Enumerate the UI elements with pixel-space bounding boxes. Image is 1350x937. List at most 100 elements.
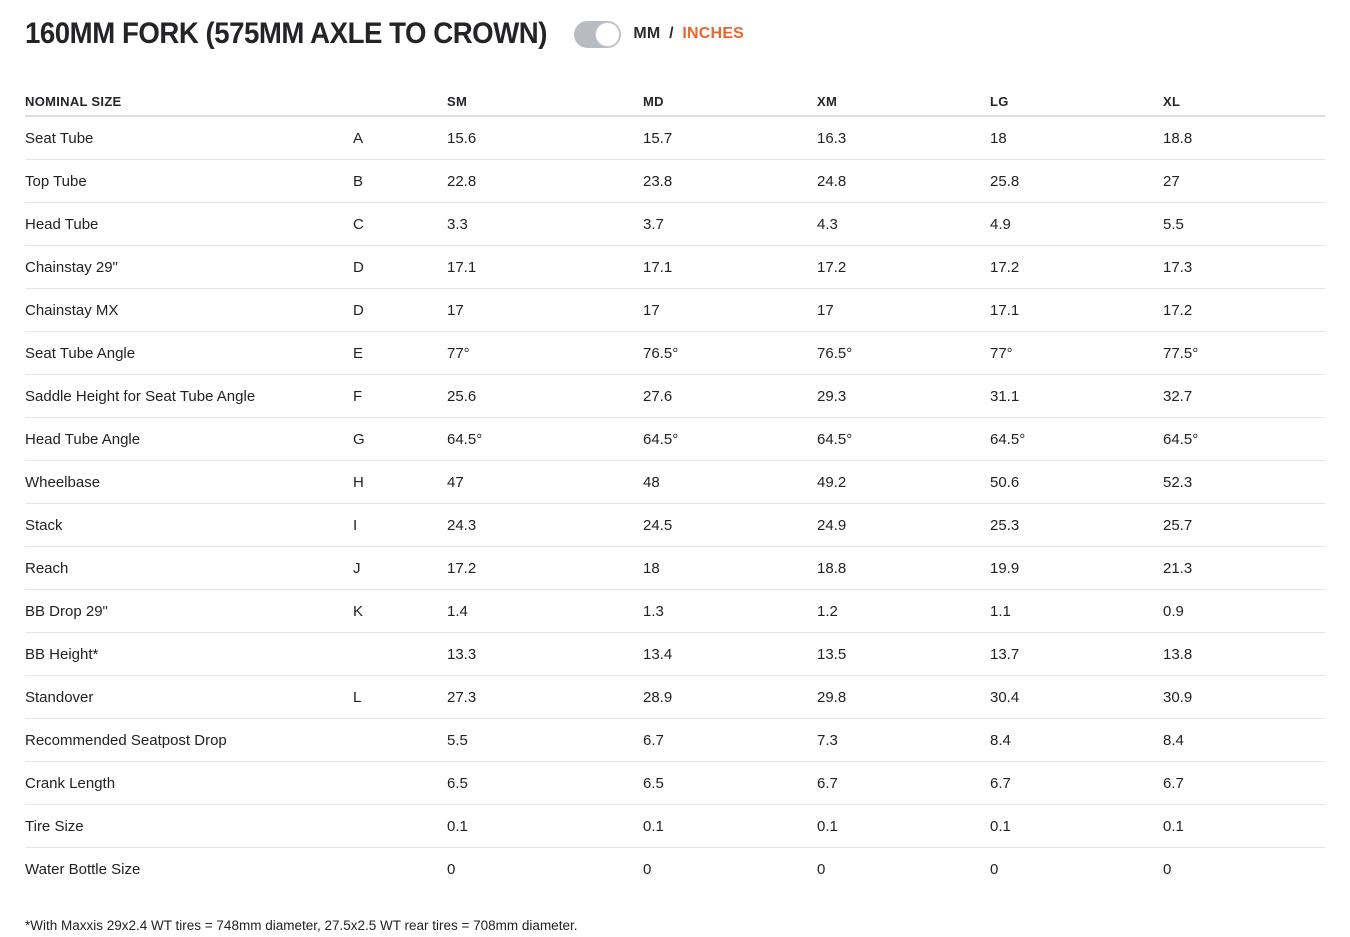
row-label: Seat Tube Angle bbox=[25, 344, 136, 362]
row-letter: H bbox=[353, 473, 364, 491]
row-value-sm: 5.5 bbox=[447, 731, 468, 749]
row-value-lg: 25.3 bbox=[990, 516, 1020, 534]
column-header-xm: XM bbox=[817, 93, 838, 109]
row-label: Reach bbox=[25, 559, 69, 577]
table-row: Head Tube C 3.3 3.7 4.3 4.9 5.5 bbox=[25, 203, 1325, 246]
column-header-sm: SM bbox=[447, 93, 468, 109]
table-row: Head Tube Angle G 64.5° 64.5° 64.5° 64.5… bbox=[25, 418, 1325, 461]
row-value-md: 6.5 bbox=[643, 774, 664, 792]
row-value-lg: 77° bbox=[990, 344, 1013, 362]
unit-labels: MM / INCHES bbox=[633, 25, 744, 43]
table-row: Saddle Height for Seat Tube Angle F 25.6… bbox=[25, 375, 1325, 418]
row-value-xm: 76.5° bbox=[817, 344, 853, 362]
table-row: Chainstay 29" D 17.1 17.1 17.2 17.2 17.3 bbox=[25, 246, 1325, 289]
row-value-xl: 0.9 bbox=[1163, 602, 1184, 620]
row-label: Stack bbox=[25, 516, 63, 534]
row-value-lg: 6.7 bbox=[990, 774, 1011, 792]
row-value-lg: 30.4 bbox=[990, 688, 1020, 706]
row-value-md: 17.1 bbox=[643, 258, 673, 276]
row-label: Head Tube Angle bbox=[25, 430, 141, 448]
row-label: Tire Size bbox=[25, 817, 84, 835]
row-value-xl: 52.3 bbox=[1163, 473, 1193, 491]
row-value-xm: 24.8 bbox=[817, 172, 847, 190]
row-value-md: 17 bbox=[643, 301, 660, 319]
row-value-sm: 13.3 bbox=[447, 645, 477, 663]
row-label: Standover bbox=[25, 688, 94, 706]
table-row: Wheelbase H 47 48 49.2 50.6 52.3 bbox=[25, 461, 1325, 504]
row-value-md: 23.8 bbox=[643, 172, 673, 190]
table-row: BB Drop 29" K 1.4 1.3 1.2 1.1 0.9 bbox=[25, 590, 1325, 633]
row-value-xm: 29.3 bbox=[817, 387, 847, 405]
row-value-md: 15.7 bbox=[643, 129, 673, 147]
row-value-lg: 13.7 bbox=[990, 645, 1020, 663]
row-value-md: 64.5° bbox=[643, 430, 679, 448]
row-value-sm: 17.1 bbox=[447, 258, 477, 276]
row-letter: E bbox=[353, 344, 364, 362]
table-row: BB Height* 13.3 13.4 13.5 13.7 13.8 bbox=[25, 633, 1325, 676]
row-value-xl: 30.9 bbox=[1163, 688, 1193, 706]
row-letter: L bbox=[353, 688, 362, 706]
row-value-xm: 7.3 bbox=[817, 731, 838, 749]
row-value-lg: 0 bbox=[990, 861, 999, 878]
unit-toggle[interactable] bbox=[574, 20, 622, 48]
row-value-xm: 18.8 bbox=[817, 559, 847, 577]
row-label: Saddle Height for Seat Tube Angle bbox=[25, 387, 256, 405]
row-value-lg: 31.1 bbox=[990, 387, 1020, 405]
row-value-md: 28.9 bbox=[643, 688, 673, 706]
page-title: 160MM FORK (575MM AXLE TO CROWN) bbox=[25, 17, 547, 50]
table-row: Crank Length 6.5 6.5 6.7 6.7 6.7 bbox=[25, 762, 1325, 805]
row-value-xm: 17.2 bbox=[817, 258, 847, 276]
page-header: 160MM FORK (575MM AXLE TO CROWN) MM / IN… bbox=[25, 14, 1325, 54]
row-value-xl: 17.2 bbox=[1163, 301, 1193, 319]
row-label: Crank Length bbox=[25, 774, 116, 792]
row-value-sm: 3.3 bbox=[447, 215, 468, 233]
row-value-xl: 0 bbox=[1163, 861, 1172, 878]
row-letter: C bbox=[353, 215, 364, 233]
toggle-knob-icon bbox=[595, 21, 621, 47]
unit-label-inches[interactable]: INCHES bbox=[682, 25, 745, 42]
row-value-xl: 6.7 bbox=[1163, 774, 1184, 792]
geometry-table: NOMINAL SIZE SM MD XM LG XL Seat Tube A … bbox=[25, 87, 1325, 891]
row-value-sm: 27.3 bbox=[447, 688, 477, 706]
row-value-md: 0.1 bbox=[643, 817, 664, 835]
row-letter: A bbox=[353, 129, 364, 147]
row-value-md: 13.4 bbox=[643, 645, 673, 663]
row-value-xl: 8.4 bbox=[1163, 731, 1184, 749]
row-value-lg: 4.9 bbox=[990, 215, 1011, 233]
row-value-sm: 24.3 bbox=[447, 516, 477, 534]
row-letter: D bbox=[353, 301, 364, 319]
row-value-lg: 19.9 bbox=[990, 559, 1020, 577]
table-row: Seat Tube A 15.6 15.7 16.3 18 18.8 bbox=[25, 117, 1325, 160]
row-letter: B bbox=[353, 172, 364, 190]
row-label: BB Height* bbox=[25, 645, 99, 663]
row-value-md: 48 bbox=[643, 473, 660, 491]
row-value-xl: 32.7 bbox=[1163, 387, 1193, 405]
row-value-xl: 13.8 bbox=[1163, 645, 1193, 663]
row-value-sm: 64.5° bbox=[447, 430, 483, 448]
table-header-row: NOMINAL SIZE SM MD XM LG XL bbox=[25, 87, 1325, 117]
row-value-xl: 0.1 bbox=[1163, 817, 1184, 835]
table-row: Chainstay MX D 17 17 17 17.1 17.2 bbox=[25, 289, 1325, 332]
row-value-xl: 25.7 bbox=[1163, 516, 1193, 534]
row-value-md: 0 bbox=[643, 861, 652, 878]
row-value-md: 24.5 bbox=[643, 516, 673, 534]
row-label: Wheelbase bbox=[25, 473, 101, 491]
row-value-md: 3.7 bbox=[643, 215, 664, 233]
row-value-xm: 6.7 bbox=[817, 774, 838, 792]
row-value-md: 18 bbox=[643, 559, 660, 577]
row-value-sm: 25.6 bbox=[447, 387, 477, 405]
unit-label-mm[interactable]: MM bbox=[633, 25, 661, 42]
row-value-xm: 13.5 bbox=[817, 645, 847, 663]
row-letter: G bbox=[353, 430, 365, 448]
row-value-lg: 25.8 bbox=[990, 172, 1020, 190]
column-header-lg: LG bbox=[990, 93, 1009, 109]
row-value-lg: 8.4 bbox=[990, 731, 1011, 749]
row-label: BB Drop 29" bbox=[25, 602, 108, 620]
row-value-xm: 49.2 bbox=[817, 473, 847, 491]
table-row: Reach J 17.2 18 18.8 19.9 21.3 bbox=[25, 547, 1325, 590]
table-row: Water Bottle Size 0 0 0 0 0 bbox=[25, 848, 1325, 891]
row-value-xm: 0 bbox=[817, 861, 826, 878]
row-letter: D bbox=[353, 258, 364, 276]
row-value-xl: 27 bbox=[1163, 172, 1180, 190]
